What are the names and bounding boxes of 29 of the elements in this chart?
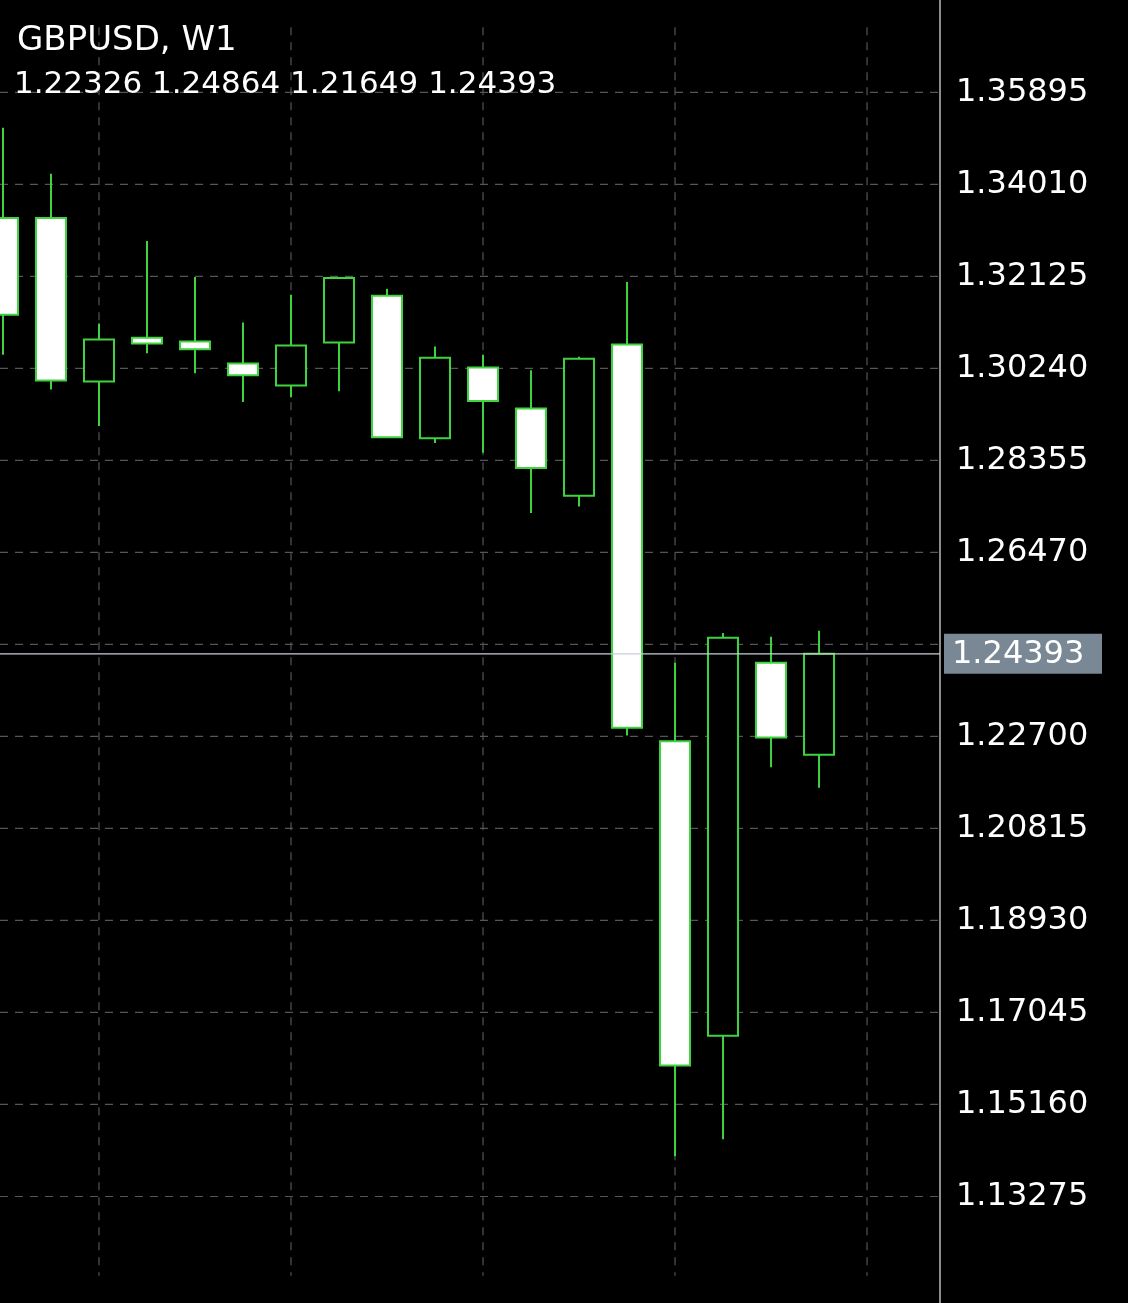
y-tick-label: 1.32125 <box>956 254 1089 293</box>
y-tick-label: 1.30240 <box>956 346 1089 385</box>
candlestick <box>515 369 548 514</box>
candlestick <box>707 631 740 1141</box>
text: 1.22326 1.24864 1.21649 1.24393 <box>14 64 557 100</box>
candlestick <box>275 293 308 399</box>
candlestick <box>611 281 644 737</box>
candlestick <box>755 635 788 769</box>
chart-title: GBPUSD, W1 <box>17 18 237 58</box>
candlestick <box>803 629 836 789</box>
ref-line-label: 1.24393 <box>952 633 1085 672</box>
candlestick <box>419 345 452 445</box>
candlestick <box>323 277 356 393</box>
y-tick-label: 1.15160 <box>956 1082 1089 1121</box>
candlestick <box>131 240 164 355</box>
y-tick-label: 1.35895 <box>956 70 1089 109</box>
candlestick <box>83 322 115 427</box>
y-tick-label: 1.22700 <box>956 714 1089 753</box>
y-tick-label: 1.34010 <box>956 162 1089 201</box>
y-tick-label: 1.20815 <box>956 806 1089 845</box>
candlestick <box>467 353 500 454</box>
y-tick-label: 1.18930 <box>956 898 1089 937</box>
candlestick <box>179 276 212 375</box>
y-tick-label: 1.28355 <box>956 438 1089 477</box>
candlestick <box>227 321 260 404</box>
y-tick-label: 1.13275 <box>956 1174 1089 1213</box>
y-tick-label: 1.17045 <box>956 990 1089 1029</box>
candlestick <box>35 172 67 391</box>
y-tick-label: 1.26470 <box>956 530 1089 569</box>
